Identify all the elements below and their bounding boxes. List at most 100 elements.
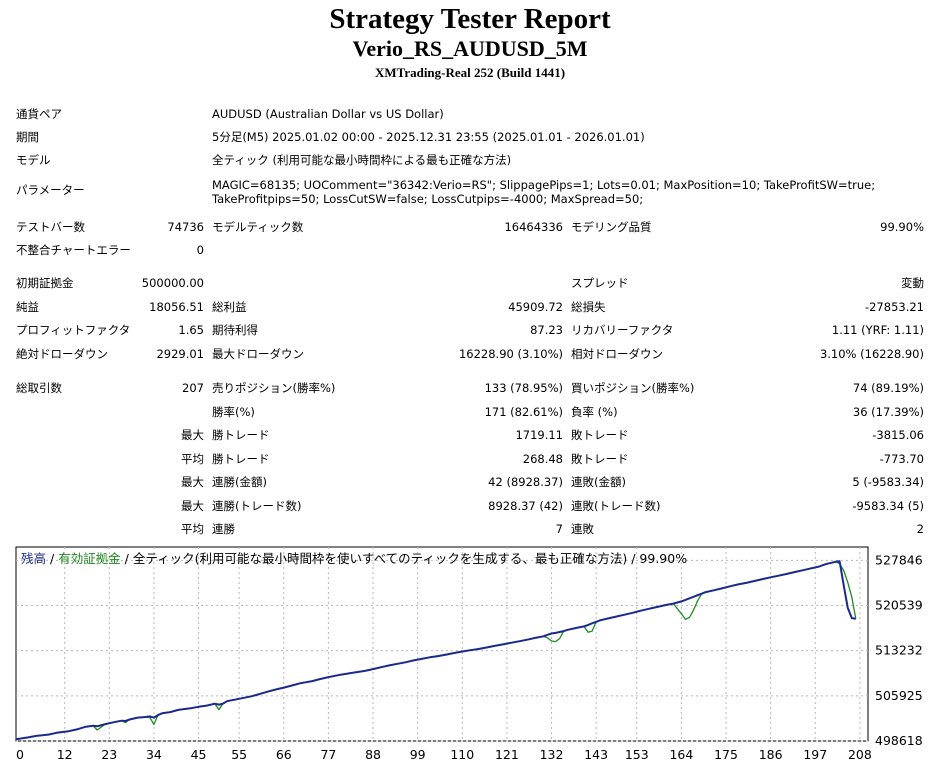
cw-trades-value: 8928.37 (42) [488, 499, 563, 513]
ticks-value: 16464336 [504, 220, 563, 234]
gross-profit-value: 45909.72 [508, 300, 563, 314]
x-tick-label: 143 [584, 747, 608, 761]
ticks-label: モデルティック数 [212, 220, 304, 234]
max-win-value: 1719.11 [515, 428, 563, 442]
x-tick-label: 12 [57, 747, 73, 761]
abs-dd-value: 2929.01 [156, 347, 204, 361]
pf-value: 1.65 [178, 323, 204, 337]
gross-loss-value: -27853.21 [864, 300, 924, 314]
params-value: MAGIC=68135; UOComment="36342:Verio=RS";… [212, 178, 876, 206]
params-label: パラメーター [16, 183, 85, 197]
x-tick-label: 0 [16, 747, 24, 761]
plot-frame [15, 546, 869, 742]
y-tick-label: 513232 [875, 643, 923, 658]
x-tick-label: 197 [803, 747, 827, 761]
max-loss-value: -3815.06 [872, 428, 924, 442]
y-axis-ticks: 527846 520539 513232 505925 498618 [875, 552, 923, 748]
abs-dd-label: 絶対ドローダウン [16, 347, 108, 361]
y-tick-label: 527846 [875, 552, 923, 567]
y-tick-label: 505925 [875, 688, 923, 703]
x-tick-label: 88 [365, 747, 381, 761]
x-tick-label: 77 [320, 747, 336, 761]
cl-trades-value: -9583.34 (5) [852, 499, 924, 513]
max-label: 最大 [181, 428, 204, 442]
avg-label: 平均 [181, 452, 204, 466]
long-label: 買いポジション(勝率%) [571, 381, 695, 395]
net-label: 純益 [16, 300, 39, 314]
total-trades-label: 総取引数 [16, 381, 62, 395]
winrate-label: 勝率(%) [212, 405, 255, 419]
short-label: 売りポジション(勝率%) [212, 381, 336, 395]
x-tick-label: 110 [450, 747, 474, 761]
max-loss-label: 敗トレード [571, 428, 629, 442]
avg-cw-label: 連勝 [212, 522, 235, 536]
mismatch-label: 不整合チャートエラー [16, 243, 131, 257]
period-label: 期間 [16, 130, 39, 144]
report-subtitle: Verio_RS_AUDUSD_5M [352, 36, 588, 61]
recovery-value: 1.11 (YRF: 1.11) [831, 323, 924, 337]
x-axis-ticks: 0 12 23 34 45 55 66 77 88 99 110 121 132 143 153 164 175… [16, 747, 872, 761]
max-label: 最大 [181, 475, 204, 489]
max-win-label: 勝トレード [212, 428, 270, 442]
x-tick-label: 164 [669, 747, 693, 761]
gross-loss-label: 総損失 [571, 300, 606, 314]
x-tick-label: 121 [495, 747, 519, 761]
long-value: 74 (89.19%) [852, 381, 924, 395]
mismatch-value: 0 [196, 243, 204, 257]
legend-method: 全ティック(利用可能な最小時間枠を使いすべてのティックを生成する、最も正確な方法… [133, 551, 687, 566]
gross-profit-label: 総利益 [212, 300, 247, 314]
legend-equity: 有効証拠金 [58, 551, 121, 566]
x-tick-label: 45 [191, 747, 207, 761]
expected-label: 期待利得 [212, 323, 258, 337]
max-label: 最大 [181, 499, 204, 513]
max-dd-label: 最大ドローダウン [212, 347, 304, 361]
report-title: Strategy Tester Report [329, 3, 611, 35]
avg-cw-value: 7 [555, 522, 563, 536]
bars-value: 74736 [167, 220, 204, 234]
avg-loss-value: -773.70 [879, 452, 924, 466]
x-tick-label: 66 [276, 747, 292, 761]
model-value: 全ティック (利用可能な最小時間枠による最も正確な方法) [212, 153, 512, 167]
avg-cl-value: 2 [916, 522, 924, 536]
legend-sep: / [46, 551, 58, 566]
x-tick-label: 99 [410, 747, 426, 761]
model-label: モデル [16, 153, 51, 167]
x-tick-label: 186 [759, 747, 783, 761]
cw-trades-label: 連勝(トレード数) [212, 499, 302, 513]
period-value: 5分足(M5) 2025.01.02 00:00 - 2025.12.31 23… [212, 130, 645, 144]
spread-value: 変動 [901, 276, 924, 290]
avg-cl-label: 連敗 [571, 522, 594, 536]
cw-amount-value: 42 (8928.37) [488, 475, 563, 489]
chart-series [15, 560, 857, 741]
pf-label: プロフィットファクタ [16, 323, 131, 337]
x-tick-label: 153 [625, 747, 649, 761]
legend-sep: / [121, 551, 133, 566]
net-value: 18056.51 [149, 300, 204, 314]
cl-trades-label: 連敗(トレード数) [571, 499, 661, 513]
deposit-value: 500000.00 [141, 276, 204, 290]
report-server: XMTrading-Real 252 (Build 1441) [374, 65, 566, 80]
avg-win-label: 勝トレード [212, 452, 270, 466]
avg-label: 平均 [181, 522, 204, 536]
pair-label: 通貨ペア [16, 107, 62, 121]
x-tick-label: 132 [540, 747, 564, 761]
cl-amount-label: 連敗(金額) [571, 475, 626, 489]
expected-value: 87.23 [530, 323, 563, 337]
x-tick-label: 55 [231, 747, 247, 761]
y-tick-label: 520539 [875, 597, 923, 612]
quality-value: 99.90% [880, 220, 924, 234]
pair-value: AUDUSD (Australian Dollar vs US Dollar) [212, 107, 444, 121]
y-tick-label: 498618 [875, 733, 923, 748]
cl-amount-value: 5 (-9583.34) [852, 475, 924, 489]
bars-label: テストバー数 [16, 220, 85, 234]
avg-loss-label: 敗トレード [571, 452, 629, 466]
legend-balance: 残高 [21, 551, 46, 566]
short-value: 133 (78.95%) [484, 381, 563, 395]
deposit-label: 初期証拠金 [16, 276, 74, 290]
cw-amount-label: 連勝(金額) [212, 475, 267, 489]
quality-label: モデリング品質 [571, 220, 652, 234]
avg-win-value: 268.48 [522, 452, 563, 466]
total-trades-value: 207 [182, 381, 204, 395]
lossrate-label: 負率 (%) [571, 405, 618, 419]
recovery-label: リカバリーファクタ [571, 323, 674, 337]
